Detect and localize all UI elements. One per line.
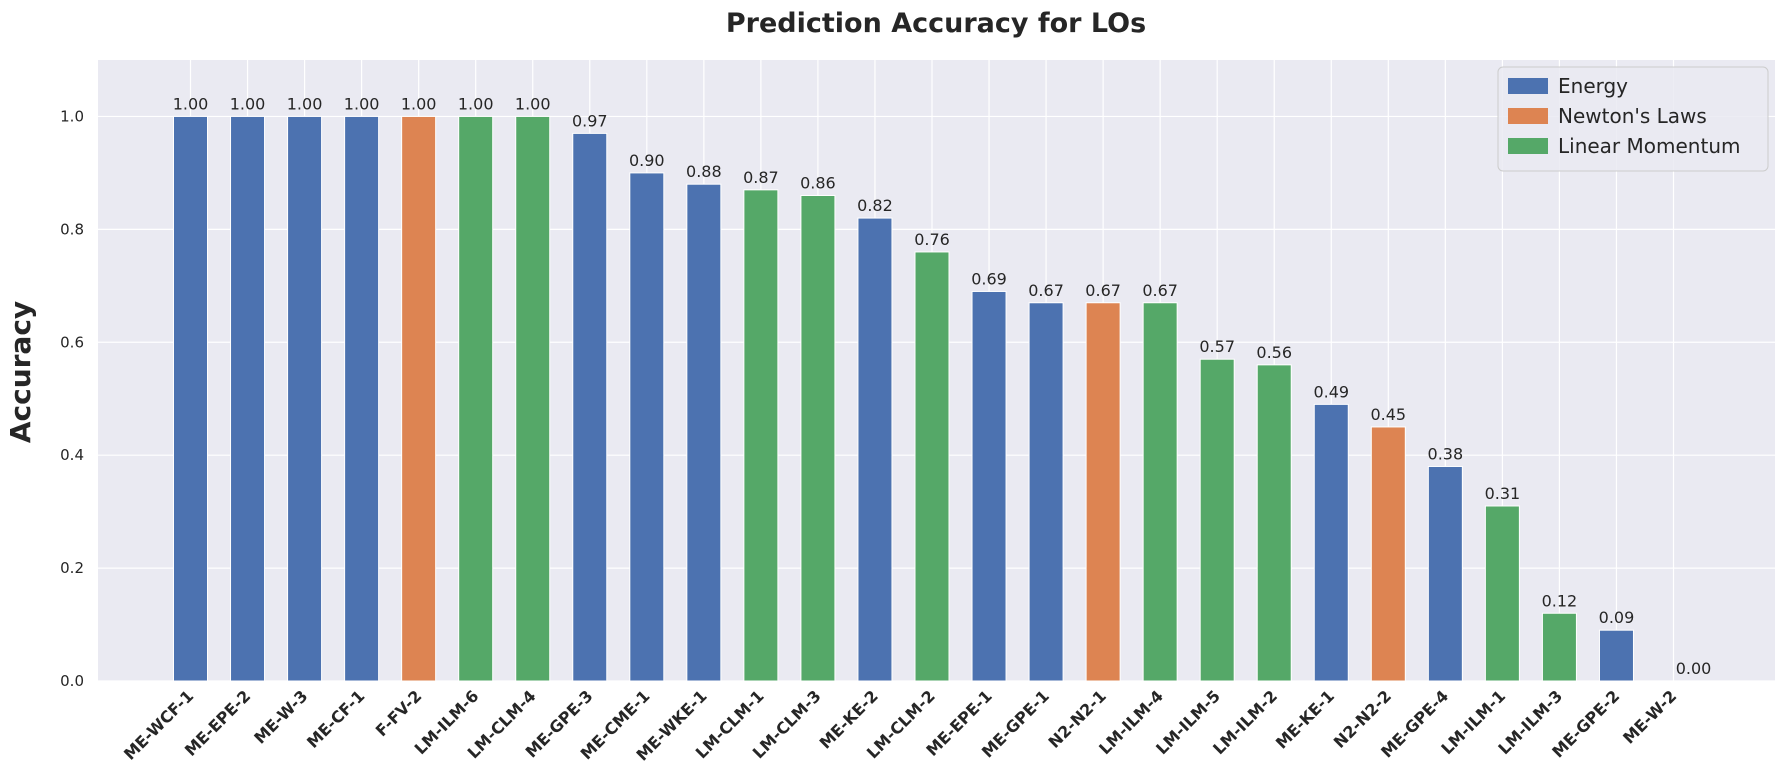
bar-me-cf-1 [344, 115, 380, 682]
data-label: 0.69 [971, 269, 1007, 288]
data-label: 0.00 [1676, 659, 1712, 678]
data-label: 0.67 [1142, 281, 1178, 300]
bar-me-ke-1 [1313, 403, 1349, 682]
data-label: 0.31 [1485, 484, 1521, 503]
data-label: 0.86 [800, 173, 836, 192]
y-tick-label: 0.0 [60, 672, 84, 690]
y-tick-label: 1.0 [60, 107, 84, 125]
data-label: 1.00 [173, 94, 209, 113]
x-tick-labels: ME-WCF-1ME-EPE-2ME-W-3ME-CF-1 F-FV-2LM-IL… [120, 686, 1680, 764]
bar-me-gpe-1 [1028, 302, 1064, 682]
bar-me-cme-1 [629, 172, 665, 682]
data-label: 0.87 [743, 168, 779, 187]
data-label: 1.00 [230, 94, 266, 113]
data-label: 1.00 [458, 94, 494, 113]
legend: Energy Newton's Laws Linear Momentum [1497, 66, 1769, 172]
bar-f-fv-2 [401, 115, 437, 682]
bar-lm-ilm-6 [458, 115, 494, 682]
data-label: 0.76 [914, 230, 950, 249]
y-tick-labels: 0.0 0.2 0.4 0.6 0.8 1.0 [60, 107, 84, 690]
data-label: 0.12 [1542, 591, 1578, 610]
bar-me-wke-1 [686, 183, 722, 682]
bar-lm-clm-1 [743, 189, 779, 682]
legend-entry: Newton's Laws [1558, 104, 1707, 128]
chart-title: Prediction Accuracy for LOs [726, 8, 1146, 39]
data-label: 1.00 [287, 94, 323, 113]
data-label: 1.00 [401, 94, 437, 113]
data-label: 0.45 [1370, 405, 1406, 424]
data-label: 0.90 [629, 151, 665, 170]
bar-me-gpe-2 [1598, 629, 1634, 682]
bar-lm-clm-3 [800, 194, 836, 682]
bar-lm-ilm-4 [1142, 302, 1178, 682]
legend-entry: Linear Momentum [1558, 134, 1740, 158]
legend-frame [1497, 66, 1769, 172]
bar-lm-clm-4 [515, 115, 551, 682]
x-tick-label: ME-KE-1 [1272, 686, 1338, 752]
y-tick-label: 0.8 [60, 220, 84, 238]
data-label: 0.67 [1028, 281, 1064, 300]
y-axis-label: Accuracy [4, 301, 37, 443]
bar-me-ke-2 [857, 217, 893, 682]
x-tick-label: F-FV-2 [372, 686, 426, 740]
legend-swatch [1508, 108, 1548, 124]
x-tick-label: ME-CF-1 [303, 686, 368, 751]
bar-lm-ilm-5 [1199, 358, 1235, 682]
y-tick-label: 0.2 [60, 559, 84, 577]
bar-lm-ilm-3 [1541, 612, 1577, 682]
bar-me-w-3 [287, 115, 323, 682]
x-tick-label: ME-W-2 [1619, 686, 1680, 747]
data-label: 1.00 [515, 94, 551, 113]
bar-n2-n2-1 [1085, 302, 1121, 682]
data-label: 1.00 [344, 94, 380, 113]
bar-me-epe-2 [230, 115, 266, 682]
bar-me-wcf-1 [173, 115, 208, 682]
bar-lm-ilm-2 [1256, 364, 1292, 682]
data-label: 0.57 [1199, 337, 1235, 356]
bar-me-gpe-3 [572, 132, 608, 682]
bar-lm-ilm-1 [1484, 505, 1520, 682]
data-label: 0.38 [1428, 444, 1464, 463]
legend-entry: Energy [1558, 74, 1628, 98]
bar-n2-n2-2 [1370, 426, 1406, 682]
bars [173, 115, 1634, 682]
data-label: 0.88 [686, 162, 722, 181]
data-labels: 1.00 1.00 1.00 1.00 1.00 1.00 1.00 0.97 0.90 0.88… [173, 94, 1712, 678]
data-label: 0.82 [857, 196, 893, 215]
y-tick-label: 0.6 [60, 333, 84, 351]
data-label: 0.67 [1085, 281, 1121, 300]
bar-me-gpe-4 [1427, 465, 1463, 682]
bar-me-epe-1 [971, 290, 1007, 682]
y-tick-label: 0.4 [60, 446, 84, 464]
legend-swatch [1508, 78, 1548, 94]
bar-lm-clm-2 [914, 251, 950, 682]
data-label: 0.09 [1599, 608, 1635, 627]
data-label: 0.97 [572, 111, 608, 130]
data-label: 0.49 [1313, 382, 1349, 401]
data-label: 0.56 [1256, 343, 1292, 362]
legend-swatch [1508, 138, 1548, 154]
